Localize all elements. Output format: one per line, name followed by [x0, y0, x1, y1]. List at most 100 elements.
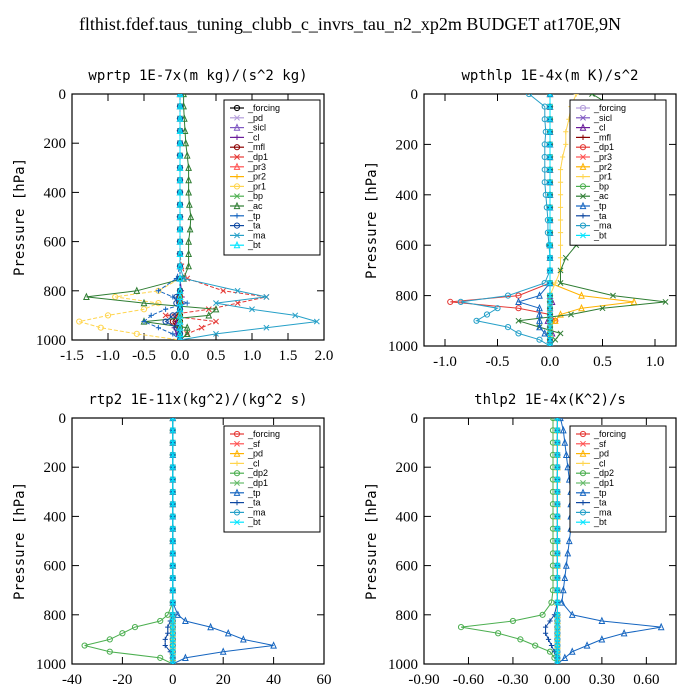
data-point [186, 224, 194, 233]
data-point [589, 94, 595, 97]
legend-label: _dp1 [247, 478, 268, 488]
data-point [106, 648, 113, 655]
data-point [182, 653, 189, 661]
legend-marker [233, 183, 241, 190]
data-point [157, 617, 164, 625]
legend-label: _pd [593, 449, 609, 459]
data-point [176, 261, 184, 270]
data-point [176, 151, 184, 159]
legend-marker [233, 222, 241, 229]
data-point [541, 116, 548, 123]
figure-title: flthist.fdef.taus_tuning_clubb_c_invrs_t… [78, 14, 622, 34]
data-point [292, 312, 299, 319]
data-point [548, 599, 555, 606]
legend-marker [234, 213, 240, 219]
data-point [547, 94, 553, 97]
data-point [542, 191, 549, 198]
x-tick-label: 0 [169, 672, 177, 688]
legend-label: _pr1 [593, 172, 612, 182]
data-point [558, 598, 566, 606]
data-point [657, 622, 665, 631]
data-point [169, 513, 176, 520]
legend-label: _bp [247, 191, 263, 201]
data-point [536, 291, 543, 299]
data-point [554, 587, 561, 594]
data-point [76, 318, 83, 325]
legend-marker [234, 500, 240, 506]
data-point [547, 280, 553, 286]
data-point [162, 636, 168, 642]
data-point [610, 292, 616, 299]
data-point [630, 297, 638, 305]
x-tick-label: -1.0 [433, 354, 457, 370]
data-point [547, 298, 553, 305]
legend-marker [580, 134, 586, 140]
data-point [562, 254, 569, 261]
data-point [547, 292, 553, 299]
legend-marker [580, 193, 586, 200]
panel-title: wprtp 1E-7x(m kg)/(s^2 kg) [88, 68, 307, 84]
x-tick-label: 1.0 [243, 348, 262, 364]
data-point [564, 548, 572, 557]
data-point [176, 101, 184, 110]
legend-marker [580, 440, 586, 447]
data-point [547, 336, 553, 343]
y-tick-label: 0 [59, 411, 67, 427]
data-point [169, 648, 176, 655]
data-point [81, 642, 88, 649]
data-point [556, 418, 564, 422]
data-point [176, 212, 184, 221]
legend-label: _bt [593, 517, 607, 527]
series-line-ma [460, 94, 551, 346]
legend-marker [580, 154, 586, 160]
legend-marker [234, 174, 240, 180]
data-point [483, 311, 491, 318]
data-point [185, 200, 193, 208]
y-axis-label: Pressure [hPa] [364, 161, 380, 279]
data-point [542, 630, 549, 636]
legend-label: _pr2 [247, 172, 266, 182]
legend-label: _ma [247, 230, 266, 240]
data-point [554, 538, 561, 544]
legend-marker [580, 232, 586, 239]
series-line-dp2 [461, 418, 558, 664]
data-point [198, 324, 205, 331]
data-point [495, 630, 502, 637]
data-point [169, 562, 176, 569]
y-tick-label: 1000 [388, 657, 418, 673]
chart-panel-3: rtp2 1E-11x(kg^2)/(kg^2 s) Pressure [hPa]… [12, 392, 332, 688]
data-point [473, 317, 480, 324]
data-point [224, 628, 232, 637]
data-point [517, 636, 524, 643]
data-point [176, 126, 184, 134]
data-point [547, 217, 553, 223]
data-point [549, 418, 557, 422]
x-tick-label: 1.0 [646, 354, 665, 370]
data-point [541, 103, 548, 110]
legend-label: _ta [593, 211, 607, 221]
legend-label: _forcing [247, 429, 280, 439]
data-point [542, 624, 549, 630]
data-point [205, 306, 212, 313]
data-point [176, 224, 184, 233]
data-point [547, 311, 553, 318]
data-point [547, 330, 553, 337]
data-point [562, 450, 570, 458]
data-point [169, 617, 176, 624]
data-point [532, 642, 539, 649]
legend-marker [579, 488, 587, 496]
data-point [554, 630, 561, 637]
data-point [551, 316, 559, 324]
data-point [568, 647, 576, 655]
data-point [169, 476, 176, 483]
legend-label: _pr2 [593, 162, 612, 172]
legend-marker [234, 193, 240, 200]
chart-panel-1: wprtp 1E-7x(m kg)/(s^2 kg) Pressure [hPa]… [12, 68, 333, 364]
x-tick-label: 20 [216, 672, 231, 688]
legend-box [223, 99, 321, 256]
data-point [263, 324, 270, 331]
x-tick-label: 0.30 [589, 672, 615, 688]
legend-marker [579, 470, 587, 477]
data-point [185, 261, 193, 270]
data-point [557, 179, 564, 185]
